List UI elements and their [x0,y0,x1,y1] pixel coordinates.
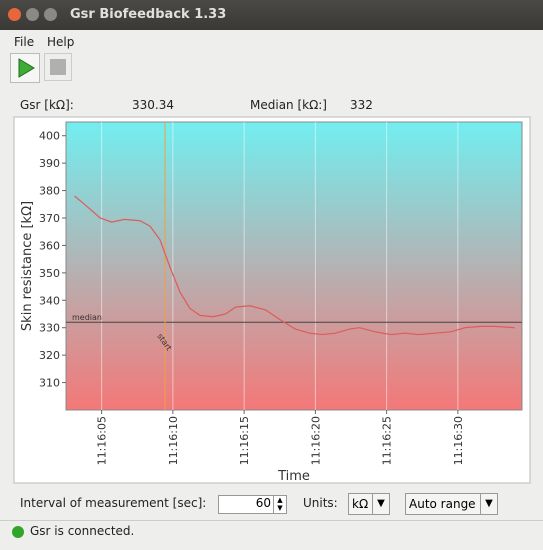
chart: Time Skin resistance [kΩ] 310 320 330 340 35… [13,116,531,484]
range-value: Auto range [409,497,476,511]
x-tick-label: 11:16:20 [309,416,322,465]
interval-label: Interval of measurement [sec]: [20,496,207,510]
y-tick-label: 340 [39,294,60,307]
median-value: 332 [350,98,373,112]
status-led [12,526,24,538]
interval-spinner[interactable]: 60 [218,495,274,514]
x-tick-label: 11:16:15 [238,416,251,465]
menu-item[interactable]: File [14,35,35,49]
x-tick-label: 11:16:05 [96,416,109,465]
status-bar: Gsr is connected. [0,520,543,543]
x-axis-label: Time [277,469,310,484]
data-line [74,195,515,336]
status-text: Gsr is connected. [30,524,135,538]
units-combo[interactable]: kΩ ▼ [348,493,390,515]
gsr-label: Gsr [kΩ]: [20,98,74,112]
units-value: kΩ [352,497,369,511]
y-tick-label: 370 [39,212,60,225]
range-combo[interactable]: Auto range ▼ [405,493,498,515]
stop-button[interactable] [44,53,72,81]
x-tick-label: 11:16:25 [381,416,394,465]
play-button[interactable] [10,53,40,83]
y-tick-label: 330 [39,322,60,335]
y-tick-label: 400 [39,130,60,143]
median-label: median [72,313,102,322]
x-tick-label: 11:16:10 [167,416,180,465]
y-tick-label: 320 [39,349,60,362]
minimize-button[interactable] [26,8,39,21]
spinner-arrows[interactable]: ▲ ▼ [273,495,287,514]
menu-item[interactable]: Help [47,35,75,49]
title-bar: Gsr Biofeedback 1.33 [0,0,543,30]
maximize-button[interactable] [44,8,57,21]
gsr-value: 330.34 [132,98,174,112]
y-axis-label: Skin resistance [kΩ] [20,201,35,331]
play-icon [18,58,35,78]
interval-value: 60 [255,496,271,510]
x-tick-label: 11:16:30 [452,416,465,465]
y-tick-label: 350 [39,267,60,280]
y-tick-label: 310 [39,377,60,390]
y-tick-label: 360 [39,239,60,252]
plot-area [65,121,523,411]
window-title: Gsr Biofeedback 1.33 [70,7,227,22]
y-tick-label: 380 [39,185,60,198]
stop-icon [50,59,66,75]
close-button[interactable] [8,8,21,21]
units-label: Units: [303,496,338,510]
y-tick-label: 390 [39,157,60,170]
median-label: Median [kΩ:] [250,98,327,112]
